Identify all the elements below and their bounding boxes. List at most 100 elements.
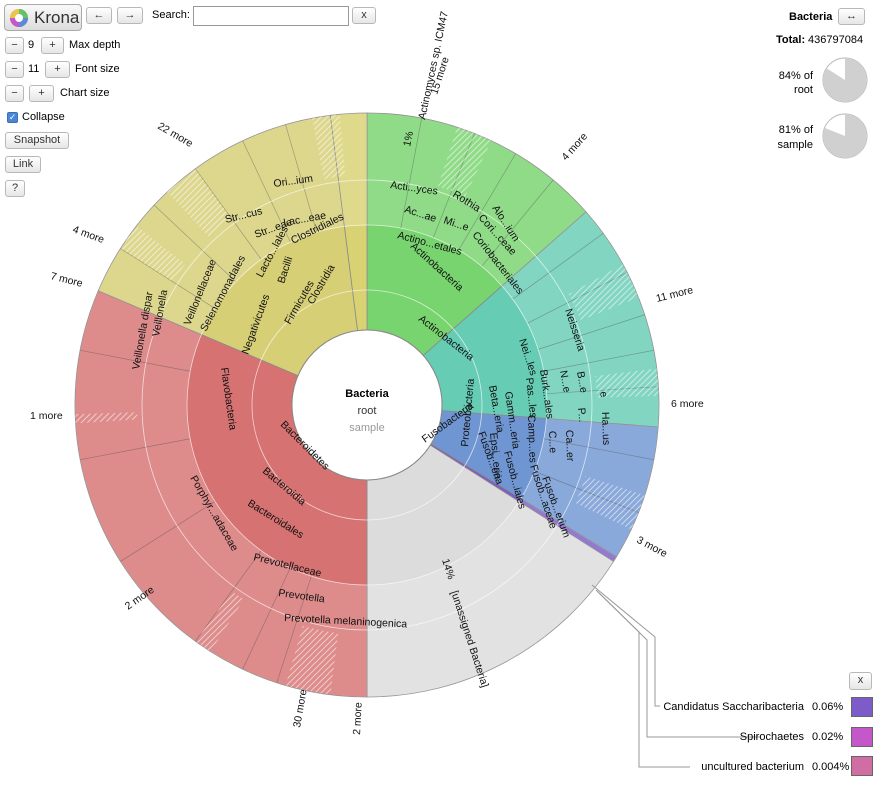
label-pasteurellales: Pas...les (523, 377, 539, 418)
search-input[interactable] (193, 6, 349, 26)
sunburst-divider (80, 438, 191, 461)
swap-colors-button[interactable]: ↔ (838, 8, 865, 25)
key-item-swatch[interactable] (851, 727, 873, 747)
font-size-value: 11 (28, 63, 40, 75)
label-30-more: 30 more (291, 688, 310, 728)
snapshot-button[interactable]: Snapshot (5, 132, 69, 149)
label-proteobacteria: Proteobacteria (459, 378, 477, 447)
label-11-more: 11 more (655, 284, 695, 305)
center-sample-label: sample (349, 422, 384, 434)
back-button[interactable]: ← (86, 7, 112, 24)
krona-logo-icon (10, 9, 28, 27)
hatch-region (438, 127, 492, 197)
sunburst-divider (400, 118, 423, 229)
chart-size-increase-button[interactable]: + (29, 85, 54, 102)
krona-logo-text: Krona (34, 8, 80, 27)
total-label: Total: (776, 34, 806, 46)
sample-pie-fill (823, 114, 867, 158)
key-item-name: Candidatus Saccharibacteria (663, 701, 804, 713)
sample-percent-line1: 81% of (778, 124, 813, 136)
hatch-region (575, 476, 645, 530)
hatch-regions (75, 114, 659, 695)
max-depth-increase-button[interactable]: + (41, 37, 64, 54)
max-depth-decrease-button[interactable]: − (5, 37, 24, 54)
sunburst-divider (285, 124, 318, 233)
sunburst-divider (80, 349, 191, 372)
forward-button[interactable]: → (117, 7, 143, 24)
collapse-checkbox[interactable]: ✓ (7, 112, 18, 123)
key-item-percent: 0.004% (812, 761, 850, 773)
key-item-name: Spirochaetes (739, 731, 804, 743)
key-item-percent: 0.02% (812, 731, 844, 743)
key-close-button[interactable]: x (849, 672, 872, 690)
label-be: B...e (574, 370, 590, 394)
sunburst-divider (481, 179, 554, 267)
hatch-region (167, 168, 232, 238)
search-clear-button[interactable]: x (352, 7, 376, 24)
label-p: P... (575, 407, 588, 422)
root-percent-line1: 84% of (778, 70, 813, 82)
sunburst-divider (120, 501, 216, 562)
krona-logo[interactable]: Krona (4, 4, 82, 31)
sunburst-divider (242, 567, 291, 670)
sunburst-divider (195, 168, 262, 260)
root-pie-fill (823, 58, 867, 102)
font-size-decrease-button[interactable]: − (5, 61, 24, 78)
label-ha: Ha...us (599, 412, 612, 446)
root-pie-chart (822, 57, 868, 103)
label-22-more: 22 more (156, 120, 195, 150)
key-item-name: uncultured bacterium (701, 761, 804, 773)
sunburst-divider (512, 233, 604, 300)
label-4-more-actino: 4 more (559, 131, 590, 163)
key-item-swatch[interactable] (851, 697, 873, 717)
sample-percent-line2: sample (777, 139, 813, 151)
font-size-increase-button[interactable]: + (45, 61, 70, 78)
label-4-more-firmicutes: 4 more (71, 224, 106, 247)
sunburst-divider (538, 314, 645, 350)
sunburst-wedge-outer-band (367, 113, 587, 286)
center-hole[interactable] (291, 329, 443, 481)
sunburst-wedge-outer-band (518, 498, 617, 562)
label-1-more: 1 more (30, 410, 63, 422)
sunburst-divider (543, 349, 654, 372)
chart-size-label: Chart size (60, 87, 110, 99)
label-7-more: 7 more (49, 270, 84, 290)
search-label: Search: (152, 9, 190, 21)
details-name: Bacteria (789, 11, 833, 23)
label-oribacterium: Ori...ium (273, 173, 314, 190)
chart-size-decrease-button[interactable]: − (5, 85, 24, 102)
key-connectors (591, 584, 760, 768)
hatch-region (195, 591, 244, 652)
sunburst-wedge-outer-band (74, 290, 367, 697)
sunburst-divider (242, 140, 291, 243)
sunburst-divider (153, 204, 237, 283)
center-name: Bacteria (345, 388, 389, 400)
label-e: e (597, 390, 610, 398)
max-depth-value: 9 (28, 39, 35, 51)
total-value: 436797084 (808, 34, 864, 46)
sunburst-wedge-outer-band (367, 501, 614, 697)
sunburst-divider (276, 576, 312, 683)
font-size-label: Font size (75, 63, 120, 75)
label-pct-1: 1% (401, 130, 416, 147)
hatch-region (568, 264, 639, 321)
collapse-label: Collapse (22, 111, 65, 123)
label-6-more: 6 more (671, 398, 704, 410)
sunburst-ring-lines (141, 179, 593, 631)
label-3-more: 3 more (635, 534, 670, 560)
label-caer: Ca...er (563, 430, 576, 462)
link-button[interactable]: Link (5, 156, 41, 173)
sunburst-divider (458, 153, 516, 251)
label-ce: C...e (546, 431, 559, 454)
center-root-label: root (358, 405, 377, 417)
sunburst-divider (543, 438, 654, 461)
key-item-swatch[interactable] (851, 756, 873, 776)
hatch-region (75, 412, 138, 424)
help-button[interactable]: ? (5, 180, 25, 197)
hatch-region (120, 226, 186, 282)
sample-pie-chart (822, 113, 868, 159)
label-epsilonproteobacteria: Epsi...eria (487, 432, 504, 480)
root-percent-line2: root (794, 84, 813, 96)
label-ne: N...e (557, 369, 573, 393)
